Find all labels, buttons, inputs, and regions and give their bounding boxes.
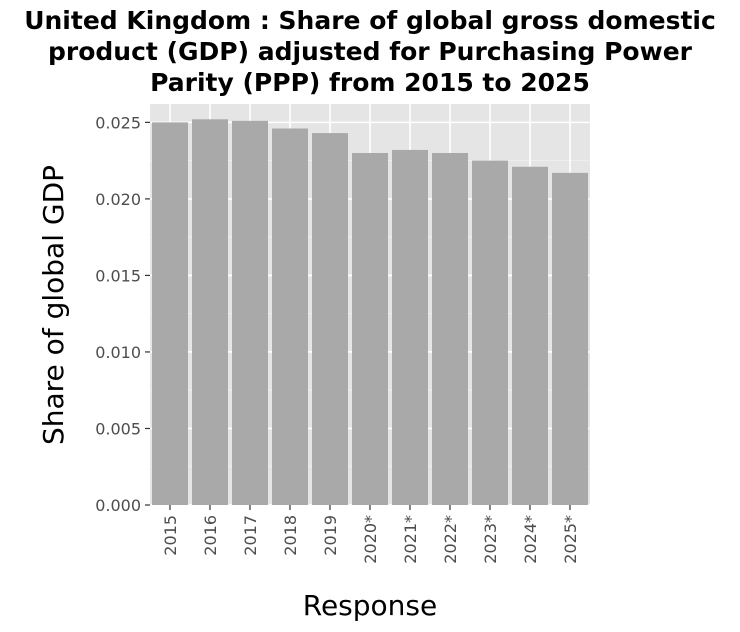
y-tick-label: 0.025 bbox=[95, 113, 141, 132]
chart-title-line-2: product (GDP) adjusted for Purchasing Po… bbox=[48, 37, 693, 66]
bar-2023-projected bbox=[472, 160, 508, 506]
y-tick-label: 0.005 bbox=[95, 419, 141, 438]
x-tick-label: 2023* bbox=[481, 515, 500, 564]
x-tick-label: 2025* bbox=[561, 515, 580, 564]
x-tick-label: 2020* bbox=[361, 515, 380, 564]
x-tick-label: 2024* bbox=[521, 515, 540, 564]
chart-title: United Kingdom : Share of global gross d… bbox=[24, 6, 716, 97]
x-tick-label: 2016 bbox=[201, 515, 220, 556]
bar-2018 bbox=[272, 128, 308, 505]
y-tick-label: 0.010 bbox=[95, 343, 141, 362]
bar-2024-projected bbox=[512, 166, 548, 506]
y-tick-label: 0.015 bbox=[95, 266, 141, 285]
y-tick-label: 0.000 bbox=[95, 496, 141, 515]
bar-2017 bbox=[232, 120, 268, 505]
y-axis-title: Share of global GDP bbox=[37, 165, 70, 445]
bar-2025-projected bbox=[552, 172, 588, 506]
x-axis: 2015 2016 2017 2018 2019 2020* 2021* 2022* 2023*… bbox=[161, 505, 580, 564]
x-tick-label: 2017 bbox=[241, 515, 260, 556]
chart-title-line-3: Parity (PPP) from 2015 to 2025 bbox=[150, 68, 590, 97]
x-tick-label: 2019 bbox=[321, 515, 340, 556]
x-tick-label: 2022* bbox=[441, 515, 460, 564]
bar-2020-projected bbox=[352, 152, 388, 505]
y-tick-label: 0.020 bbox=[95, 190, 141, 209]
bar-2016 bbox=[192, 119, 228, 505]
y-axis: 0.000 0.005 0.010 0.015 0.020 0.025 bbox=[95, 113, 150, 515]
bar-2022-projected bbox=[432, 152, 468, 505]
x-axis-title: Response bbox=[303, 589, 437, 622]
bar-2019 bbox=[312, 133, 348, 506]
x-tick-label: 2015 bbox=[161, 515, 180, 556]
bars bbox=[152, 119, 588, 506]
bar-2015 bbox=[152, 122, 188, 506]
x-tick-label: 2018 bbox=[281, 515, 300, 556]
bar-2021-projected bbox=[392, 149, 428, 506]
x-tick-label: 2021* bbox=[401, 515, 420, 564]
chart-title-line-1: United Kingdom : Share of global gross d… bbox=[24, 6, 716, 35]
